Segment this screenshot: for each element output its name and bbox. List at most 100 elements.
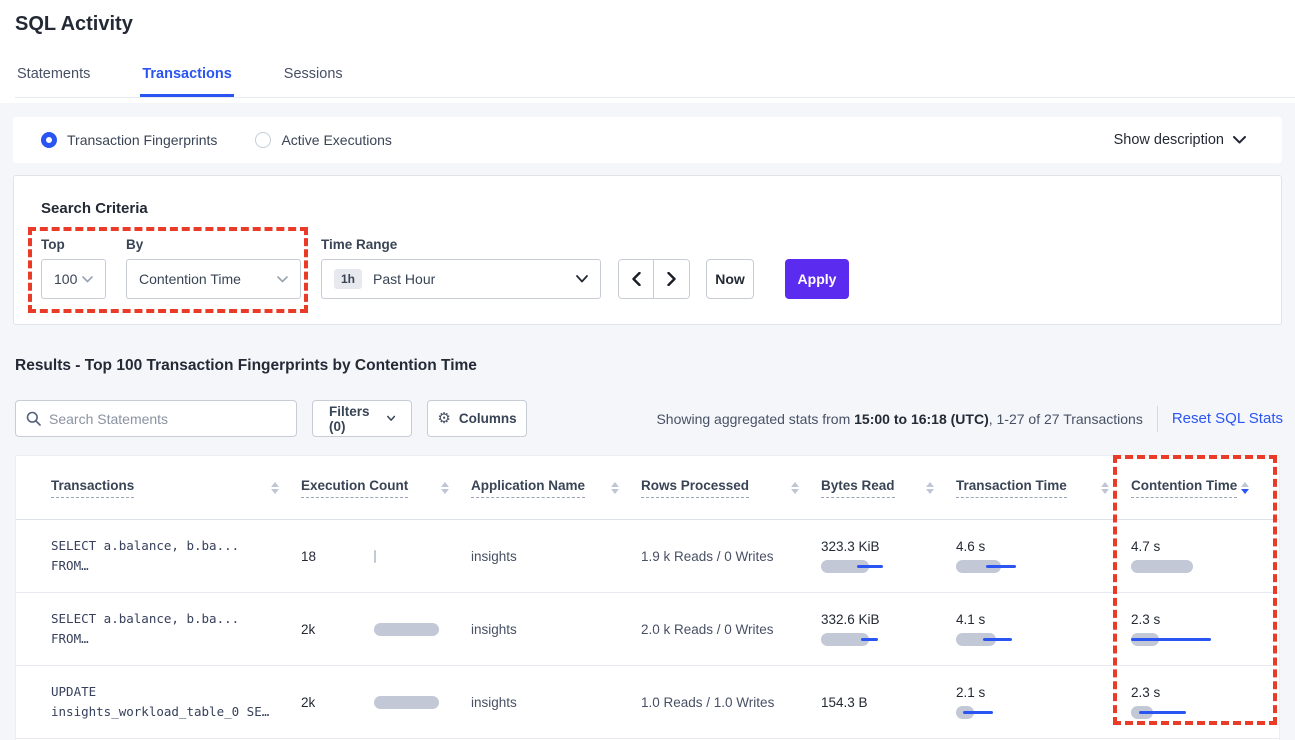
header-rows-processed[interactable]: Rows Processed xyxy=(641,478,821,498)
view-toggle-bar: Transaction Fingerprints Active Executio… xyxy=(13,117,1282,163)
table-header-row: Transactions Execution Count Application… xyxy=(16,456,1279,520)
radio-label: Active Executions xyxy=(281,132,392,148)
transaction-fingerprint-link[interactable]: UPDATE insights_workload_table_0 SE… xyxy=(51,684,270,719)
time-range-badge: 1h xyxy=(334,269,363,289)
execution-count-bar xyxy=(374,623,466,636)
top-select-value: 100 xyxy=(54,271,78,287)
radio-unselected-icon[interactable] xyxy=(255,132,272,148)
columns-button[interactable]: ⚙ Columns xyxy=(427,400,527,437)
execution-count-cell: 2k xyxy=(301,666,471,738)
page-header: SQL Activity Statements Transactions Ses… xyxy=(0,0,1295,103)
columns-label: Columns xyxy=(458,411,517,426)
execution-count-bar xyxy=(374,550,466,563)
reset-sql-stats-link[interactable]: Reset SQL Stats xyxy=(1171,410,1283,427)
by-select[interactable]: Contention Time xyxy=(126,259,301,299)
transactions-table: Transactions Execution Count Application… xyxy=(15,455,1280,740)
previous-time-button[interactable] xyxy=(619,260,654,298)
results-toolbar: Filters (0) ⚙ Columns Showing aggregated… xyxy=(15,400,1283,437)
apply-button[interactable]: Apply xyxy=(785,259,849,299)
search-input[interactable] xyxy=(49,410,286,427)
now-button[interactable]: Now xyxy=(706,259,754,299)
execution-count-bar xyxy=(374,696,466,709)
header-application-name[interactable]: Application Name xyxy=(471,478,641,498)
rows-processed-cell: 1.9 k Reads / 0 Writes xyxy=(641,548,774,564)
tab-bar: Statements Transactions Sessions xyxy=(15,60,1295,98)
time-nav-group xyxy=(618,259,690,299)
chevron-down-icon xyxy=(277,275,288,282)
top-select[interactable]: 100 xyxy=(41,259,106,299)
contention-time-cell: 4.7 s xyxy=(1131,539,1271,573)
sort-icon[interactable] xyxy=(441,481,449,494)
transaction-time-bar xyxy=(956,706,1048,719)
search-criteria-card: Search Criteria Top 100 By Contention Ti… xyxy=(13,175,1282,325)
radio-transaction-fingerprints[interactable]: Transaction Fingerprints xyxy=(41,132,217,148)
sort-icon-active-desc[interactable] xyxy=(1241,481,1249,494)
chevron-down-icon xyxy=(386,415,395,421)
transaction-fingerprint-link[interactable]: SELECT a.balance, b.ba... FROM… xyxy=(51,611,240,646)
tab-sessions[interactable]: Sessions xyxy=(283,66,343,82)
table-row: UPDATE insights_workload_table_0 SE… 2k i… xyxy=(16,666,1279,739)
filters-button[interactable]: Filters (0) xyxy=(312,400,412,437)
chevron-right-icon xyxy=(667,272,676,286)
transaction-time-cell: 4.6 s xyxy=(956,539,1131,573)
show-description-toggle[interactable]: Show description xyxy=(1114,132,1246,148)
sort-icon[interactable] xyxy=(271,481,279,494)
radio-active-executions[interactable]: Active Executions xyxy=(255,132,392,148)
table-row: SELECT a.balance, b.ba... FROM… 2k insigh… xyxy=(16,593,1279,666)
contention-time-cell: 2.3 s xyxy=(1131,612,1271,646)
rows-processed-cell: 2.0 k Reads / 0 Writes xyxy=(641,621,774,637)
rows-processed-cell: 1.0 Reads / 1.0 Writes xyxy=(641,694,775,710)
sort-icon[interactable] xyxy=(791,481,799,494)
contention-time-cell: 2.3 s xyxy=(1131,685,1271,719)
sort-icon[interactable] xyxy=(926,481,934,494)
search-statements-box[interactable] xyxy=(15,400,297,437)
sort-icon[interactable] xyxy=(611,481,619,494)
chevron-down-icon xyxy=(1233,136,1246,144)
header-transaction-time[interactable]: Transaction Time xyxy=(956,478,1131,498)
transaction-time-cell: 4.1 s xyxy=(956,612,1131,646)
contention-time-bar xyxy=(1131,560,1223,573)
application-name-cell: insights xyxy=(471,694,517,710)
radio-selected-icon[interactable] xyxy=(41,132,57,148)
filters-label: Filters (0) xyxy=(329,403,370,434)
bytes-read-bar xyxy=(821,560,913,573)
aggregated-stats-text: Showing aggregated stats from 15:00 to 1… xyxy=(656,410,1143,427)
execution-count-cell: 18 xyxy=(301,520,471,592)
bytes-read-bar xyxy=(821,633,913,646)
divider xyxy=(1156,405,1158,432)
search-criteria-heading: Search Criteria xyxy=(41,200,148,217)
application-name-cell: insights xyxy=(471,548,517,564)
transaction-fingerprint-link[interactable]: SELECT a.balance, b.ba... FROM… xyxy=(51,538,240,573)
by-select-value: Contention Time xyxy=(139,271,241,287)
page-title: SQL Activity xyxy=(15,13,133,35)
tab-transactions[interactable]: Transactions xyxy=(140,60,234,97)
table-row: SELECT a.balance, b.ba... FROM… 18 insigh… xyxy=(16,520,1279,593)
time-range-value: Past Hour xyxy=(373,271,436,287)
application-name-cell: insights xyxy=(471,621,517,637)
header-contention-time[interactable]: Contention Time xyxy=(1131,478,1271,498)
transaction-time-bar xyxy=(956,633,1048,646)
chevron-down-icon xyxy=(576,275,588,283)
radio-label: Transaction Fingerprints xyxy=(67,132,218,148)
bytes-read-cell: 323.3 KiB xyxy=(821,539,956,573)
bytes-read-cell: 154.3 B xyxy=(821,694,868,710)
bytes-read-cell: 332.6 KiB xyxy=(821,612,956,646)
contention-time-bar xyxy=(1131,633,1223,646)
time-range-select[interactable]: 1h Past Hour xyxy=(321,259,601,299)
execution-count-cell: 2k xyxy=(301,593,471,665)
search-icon xyxy=(26,411,41,426)
header-transactions[interactable]: Transactions xyxy=(51,478,301,498)
top-label: Top xyxy=(41,237,65,252)
gear-icon: ⚙ xyxy=(437,410,451,427)
chevron-left-icon xyxy=(631,272,641,286)
chevron-down-icon xyxy=(82,275,93,282)
contention-time-bar xyxy=(1131,706,1223,719)
tab-statements[interactable]: Statements xyxy=(17,66,91,82)
next-time-button[interactable] xyxy=(654,260,689,298)
time-range-label: Time Range xyxy=(321,237,398,252)
transaction-time-cell: 2.1 s xyxy=(956,685,1131,719)
show-description-label: Show description xyxy=(1113,132,1224,148)
sort-icon[interactable] xyxy=(1101,481,1109,494)
header-execution-count[interactable]: Execution Count xyxy=(301,478,471,498)
header-bytes-read[interactable]: Bytes Read xyxy=(821,478,956,498)
